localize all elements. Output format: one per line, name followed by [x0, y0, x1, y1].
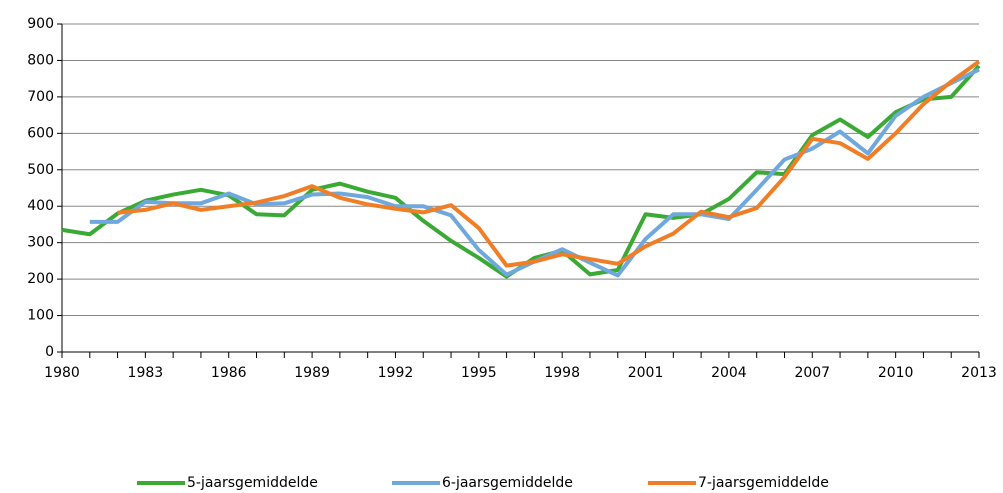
series-line	[117, 59, 981, 268]
y-tick-label: 200	[27, 271, 54, 287]
legend-label: 5-jaarsgemiddelde	[187, 475, 318, 491]
y-tick-label: 400	[27, 198, 54, 214]
x-tick-label: 2001	[628, 365, 664, 381]
x-tick-label: 1983	[128, 365, 164, 381]
legend-label: 6-jaarsgemiddelde	[442, 475, 573, 491]
x-tick-label: 1989	[294, 365, 330, 381]
x-tick-label: 1980	[44, 365, 80, 381]
x-tick-label: 1992	[378, 365, 414, 381]
x-tick-label: 1986	[211, 365, 247, 381]
y-tick-label: 600	[27, 125, 54, 141]
y-tick-label: 900	[27, 16, 54, 32]
y-tick-label: 700	[27, 89, 54, 105]
x-tick-label: 2007	[794, 365, 830, 381]
x-tick-label: 2010	[878, 365, 914, 381]
x-tick-label: 2013	[961, 365, 997, 381]
y-tick-label: 100	[27, 308, 54, 324]
series-line	[89, 67, 980, 278]
y-tick-label: 0	[45, 344, 54, 360]
series-line	[61, 64, 981, 279]
y-tick-label: 300	[27, 235, 54, 251]
x-tick-label: 1998	[544, 365, 580, 381]
y-tick-label: 500	[27, 162, 54, 178]
y-tick-label: 800	[27, 52, 54, 68]
x-tick-label: 2004	[711, 365, 747, 381]
legend-label: 7-jaarsgemiddelde	[698, 475, 829, 491]
x-tick-label: 1995	[461, 365, 497, 381]
